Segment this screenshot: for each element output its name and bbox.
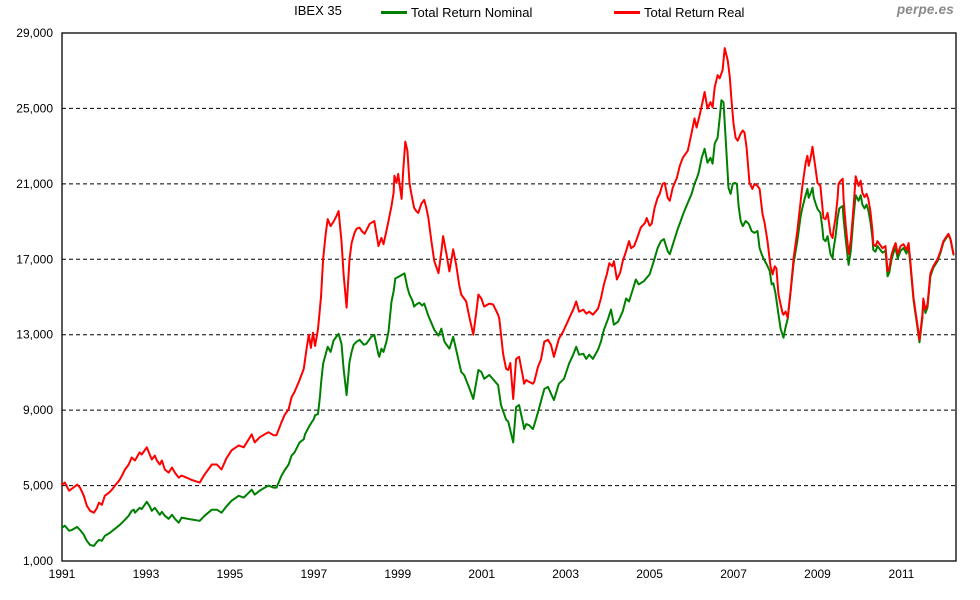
y-tick-label: 21,000 [16, 177, 53, 191]
x-tick-label: 1997 [300, 567, 327, 581]
y-tick-label: 9,000 [23, 403, 53, 417]
nominal-line-swatch-icon [381, 10, 407, 14]
x-tick-label: 2011 [889, 567, 915, 581]
y-tick-label: 13,000 [16, 328, 53, 342]
series-line-nominal [61, 99, 955, 547]
x-tick-label: 2005 [636, 567, 663, 581]
legend-item-nominal: Total Return Nominal [381, 3, 532, 21]
y-tick-label: 25,000 [16, 101, 53, 115]
legend-label-real: Total Return Real [644, 4, 745, 20]
legend-item-real: Total Return Real [614, 3, 744, 21]
x-tick-label: 1993 [133, 567, 160, 581]
legend-label-nominal: Total Return Nominal [411, 4, 533, 20]
watermark: perpe.es [896, 2, 954, 17]
x-tick-label: 2007 [720, 567, 747, 581]
series-line-real [61, 47, 955, 514]
x-tick-label: 2009 [804, 567, 831, 581]
y-tick-label: 29,000 [16, 26, 53, 40]
y-tick-label: 1,000 [23, 554, 53, 568]
real-line-swatch-icon [614, 10, 640, 14]
x-tick-label: 1995 [217, 567, 244, 581]
plot-border [61, 32, 957, 562]
x-tick-label: 1991 [49, 567, 76, 581]
x-tick-label: 2003 [552, 567, 579, 581]
x-tick-label: 2001 [468, 567, 495, 581]
y-tick-label: 5,000 [23, 479, 53, 493]
x-tick-label: 1999 [384, 567, 411, 581]
y-tick-label: 17,000 [16, 252, 53, 266]
chart-title: IBEX 35 [294, 3, 342, 18]
